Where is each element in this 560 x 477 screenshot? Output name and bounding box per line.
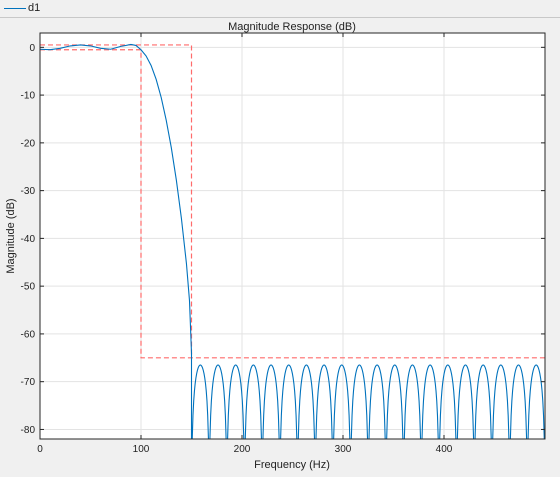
mask-stopband-lower [40,49,545,359]
y-tick-label--50: -50 [21,282,36,293]
legend-bar: d1 [0,0,560,18]
y-tick-label--70: -70 [21,377,36,388]
series-line-d1 [39,43,545,440]
y-tick-label--20: -20 [21,138,36,149]
x-tick-label-100: 100 [133,444,150,455]
ticks: 0 100 200 300 400 0 -10 -20 -30 -40 -50 -60 -70 -80 [21,33,545,455]
x-tick-label-0: 0 [37,444,43,455]
x-axis-label: Frequency (Hz) [254,459,330,471]
series-group [39,43,545,440]
spec-mask [40,44,545,359]
y-axis-label: Magnitude (dB) [5,198,17,273]
y-tick-label-0: 0 [29,43,35,54]
y-tick-label--10: -10 [21,91,36,102]
y-tick-label--80: -80 [21,425,36,436]
y-tick-label--40: -40 [21,234,36,245]
chart-title: Magnitude Response (dB) [228,21,356,33]
y-tick-label--60: -60 [21,329,36,340]
x-tick-label-400: 400 [436,444,453,455]
plot-area [40,33,545,439]
plot-frame [39,32,546,440]
legend-label-d1: d1 [28,2,41,14]
x-tick-label-200: 200 [234,444,251,455]
magnitude-response-chart: 0 100 200 300 400 0 -10 -20 -30 -40 -50 -60 -70 -80 M… [5,21,546,471]
x-tick-label-300: 300 [335,444,352,455]
grid [40,33,545,439]
mask-passband-upper [40,44,193,356]
legend-line-d1 [4,8,26,9]
y-tick-label--30: -30 [21,186,36,197]
